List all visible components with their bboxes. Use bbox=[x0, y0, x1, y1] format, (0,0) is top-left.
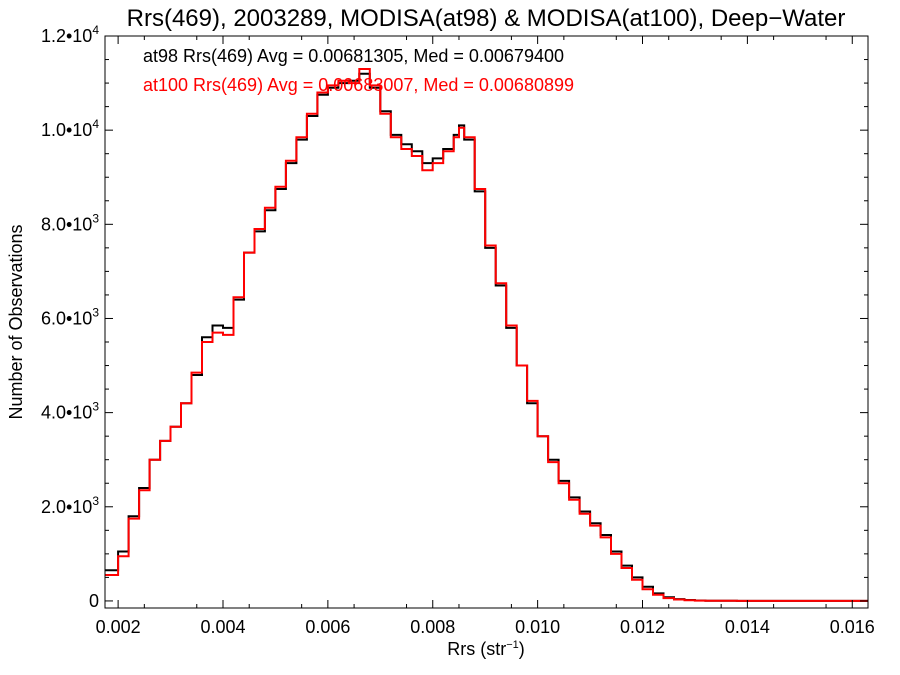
series-line-0 bbox=[105, 72, 868, 602]
y-tick-label: 4.0•103 bbox=[41, 400, 99, 423]
series-layer bbox=[105, 68, 868, 602]
y-axis-label: Number of Observations bbox=[6, 224, 26, 419]
x-axis-label: Rrs (str−1) bbox=[447, 639, 525, 659]
x-tick-label: 0.014 bbox=[725, 617, 770, 637]
x-tick-label: 0.008 bbox=[410, 617, 455, 637]
x-tick-label: 0.006 bbox=[305, 617, 350, 637]
series-line-1 bbox=[105, 68, 868, 602]
x-tick-label: 0.012 bbox=[620, 617, 665, 637]
y-tick-label: 6.0•103 bbox=[41, 305, 99, 328]
y-tick-label: 0 bbox=[89, 591, 99, 611]
x-axis-ticks: 0.002 0.004 0.006 0.008 0.010 0.012 0.014 0.016 bbox=[96, 36, 875, 637]
y-tick-label: 2.0•103 bbox=[41, 494, 99, 517]
x-tick-label: 0.010 bbox=[515, 617, 560, 637]
annotation-at100: at100 Rrs(469) Avg = 0.00683007, Med = 0… bbox=[143, 75, 574, 95]
y-axis-ticks: 0 2.0•103 4.0•103 6.0•103 8.0•103 1.0•104 1.2•… bbox=[41, 23, 868, 611]
y-tick-label: 1.0•104 bbox=[41, 117, 99, 140]
x-tick-label: 0.016 bbox=[830, 617, 875, 637]
plot-frame bbox=[104, 35, 869, 609]
x-tick-label: 0.002 bbox=[96, 617, 141, 637]
y-tick-label: 1.2•104 bbox=[41, 23, 99, 46]
x-axis-label-main: Rrs (str bbox=[447, 639, 506, 659]
y-tick-label: 8.0•103 bbox=[41, 211, 99, 234]
chart-title: Rrs(469), 2003289, MODISA(at98) & MODISA… bbox=[127, 5, 846, 32]
x-axis-label-exponent: −1 bbox=[506, 639, 519, 651]
x-tick-label: 0.004 bbox=[200, 617, 245, 637]
annotation-at98: at98 Rrs(469) Avg = 0.00681305, Med = 0.… bbox=[143, 46, 564, 66]
x-axis-label-close: ) bbox=[519, 639, 525, 659]
